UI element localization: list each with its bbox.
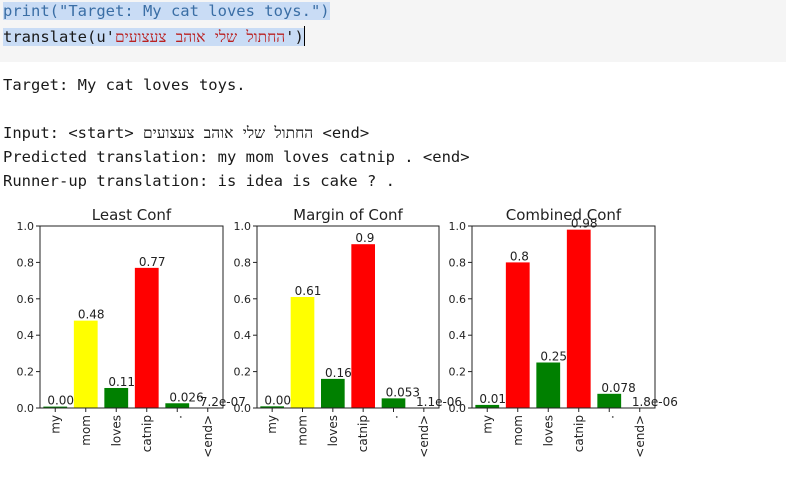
data-label: 0.98	[571, 217, 598, 231]
code-cell[interactable]: print("Target: My cat loves toys.") tran…	[0, 0, 786, 62]
bar	[351, 244, 375, 408]
data-label: 0.11	[108, 375, 135, 389]
bar	[134, 267, 159, 408]
bar	[381, 398, 406, 408]
data-label: 0.48	[78, 308, 105, 322]
code-line-translate[interactable]: translate(u'החתול שלי אוהב צעצועים')	[3, 26, 305, 47]
x-tick-label: loves	[326, 415, 340, 446]
chart-2: Margin of Conf0.00.20.40.60.81.00.0092my…	[234, 206, 463, 458]
data-label: 0.77	[139, 255, 166, 269]
data-label: 0.8	[510, 249, 529, 263]
y-tick-label: 1.0	[17, 220, 35, 233]
bar	[260, 406, 284, 408]
chart-1: Least Conf0.00.20.40.60.81.00.0077my0.48…	[17, 206, 246, 458]
y-tick-label: 0.4	[234, 329, 252, 342]
y-tick-label: 0.2	[234, 366, 252, 379]
output-runner-up: Runner-up translation: is idea is cake ?…	[3, 172, 395, 190]
x-tick-label: mom	[79, 415, 93, 446]
code-hebrew-string: החתול שלי אוהב צעצועים	[114, 28, 286, 46]
y-tick-label: 1.0	[234, 220, 252, 233]
data-label: 0.9	[355, 231, 374, 245]
code-line-print-text: print("Target: My cat loves toys.")	[3, 2, 330, 20]
y-tick-label: 0.2	[449, 366, 467, 379]
confidence-charts: Least Conf0.00.20.40.60.81.00.0077my0.48…	[17, 206, 678, 458]
y-tick-label: 0.6	[17, 293, 35, 306]
y-tick-label: 0.0	[449, 402, 467, 415]
data-label: 0.026	[169, 390, 203, 404]
x-tick-label: loves	[109, 415, 123, 446]
x-tick-label: <end>	[633, 415, 647, 458]
bar	[505, 262, 530, 408]
x-tick-label: catnip	[356, 415, 370, 452]
x-tick-label: loves	[541, 415, 555, 446]
chart-3: Combined Conf 0.0 0.2 0.4 0.6 0.8 1.0 0.017 my 0.…	[449, 206, 678, 458]
data-label: 0.25	[540, 350, 567, 364]
bar	[104, 387, 129, 408]
chart-title: Margin of Conf	[293, 206, 403, 224]
text-cursor	[303, 26, 305, 46]
y-tick-label: 0.4	[17, 329, 35, 342]
y-tick-label: 0.6	[234, 293, 252, 306]
x-tick-label: <end>	[417, 415, 431, 458]
code-line-print[interactable]: print("Target: My cat loves toys.")	[3, 2, 330, 20]
x-tick-label: .	[387, 415, 401, 419]
bar	[536, 362, 561, 408]
data-label: 0.053	[386, 385, 420, 399]
x-tick-label: <end>	[201, 415, 215, 458]
y-tick-label: 0.2	[17, 366, 35, 379]
axes-frame	[256, 225, 440, 409]
code-line-translate-text: translate(u'החתול שלי אוהב צעצועים')	[3, 28, 304, 46]
data-label: 0.078	[601, 381, 635, 395]
y-tick-label: 0.8	[234, 256, 252, 269]
code-translate-suffix: ')	[285, 28, 304, 46]
x-tick-label: .	[602, 415, 616, 419]
bar	[566, 229, 591, 408]
y-tick-label: 0.8	[449, 256, 467, 269]
data-label: 0.017	[479, 392, 513, 406]
output-input: Input: <start> החתול שלי אוהב צעצועים <e…	[3, 124, 370, 142]
axes-frame	[471, 225, 656, 409]
x-tick-label: my	[265, 415, 279, 434]
y-tick-label: 0.8	[17, 256, 35, 269]
y-tick-label: 1.0	[449, 220, 467, 233]
chart-title: Combined Conf	[506, 206, 622, 224]
chart-title: Least Conf	[92, 206, 172, 224]
axes-frame	[39, 225, 224, 409]
y-tick-label: 0.4	[449, 329, 467, 342]
x-tick-label: catnip	[140, 415, 154, 452]
x-tick-label: my	[480, 415, 494, 434]
y-tick-label: 0.0	[234, 402, 252, 415]
y-tick-label: 0.0	[17, 402, 35, 415]
bar	[290, 296, 315, 408]
x-tick-label: my	[48, 415, 62, 434]
bar	[321, 378, 345, 408]
output-predicted: Predicted translation: my mom loves catn…	[3, 148, 470, 166]
data-label: 0.61	[295, 284, 322, 298]
bar	[597, 393, 622, 408]
y-tick-label: 0.6	[449, 293, 467, 306]
code-translate-prefix: translate(u'	[3, 28, 115, 46]
output-target: Target: My cat loves toys.	[3, 76, 246, 94]
x-tick-label: mom	[511, 415, 525, 446]
x-tick-label: mom	[296, 415, 310, 446]
x-tick-label: catnip	[572, 415, 586, 452]
data-label: 0.16	[325, 366, 352, 380]
bar	[165, 403, 190, 408]
bar	[43, 406, 68, 408]
bar	[73, 320, 98, 408]
x-tick-label: .	[170, 415, 184, 419]
bar	[475, 404, 500, 408]
